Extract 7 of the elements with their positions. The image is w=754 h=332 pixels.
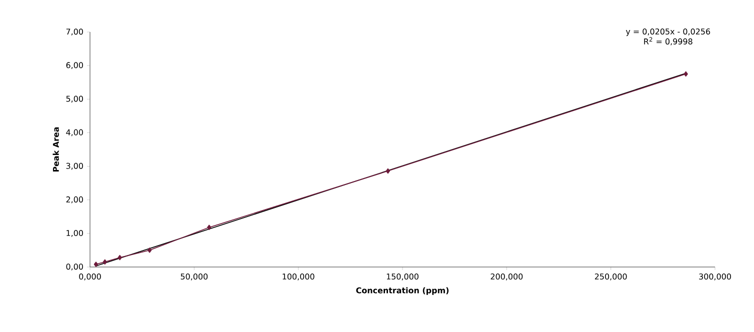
point (147, 248, 152, 253)
point (684, 71, 688, 77)
point (94, 262, 98, 267)
point (386, 168, 390, 174)
point (102, 259, 107, 265)
point (207, 224, 212, 230)
point (118, 254, 122, 260)
